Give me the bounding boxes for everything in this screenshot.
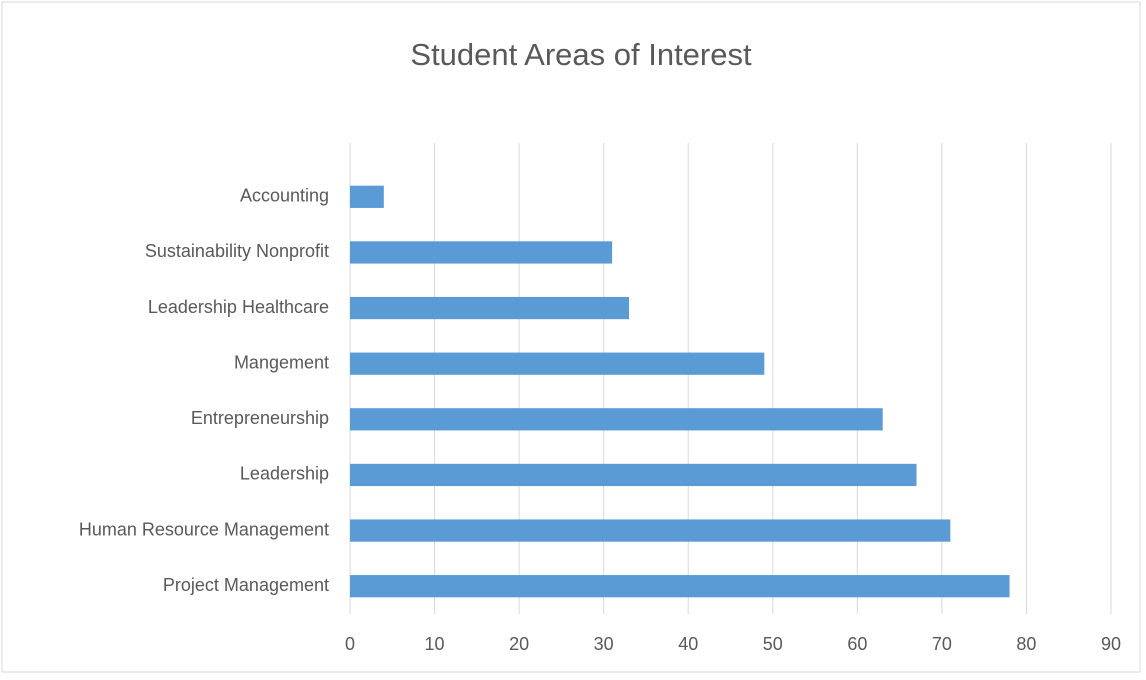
x-tick-label: 80 <box>1016 634 1036 654</box>
y-tick-label: Leadership Healthcare <box>148 297 329 317</box>
bar <box>350 296 630 320</box>
chart-title: Student Areas of Interest <box>410 37 752 72</box>
y-tick-label: Mangement <box>234 352 329 372</box>
bar <box>350 408 883 431</box>
x-tick-label: 90 <box>1101 634 1121 654</box>
x-tick-label: 70 <box>932 634 952 654</box>
x-tick-label: 60 <box>847 634 867 654</box>
bar <box>350 241 613 264</box>
y-tick-label: Human Resource Management <box>79 519 329 539</box>
x-tick-label: 10 <box>425 634 445 654</box>
y-tick-label: Accounting <box>240 186 329 206</box>
bar <box>350 352 765 375</box>
x-tick-label: 40 <box>678 634 698 654</box>
x-tick-label: 30 <box>594 634 614 654</box>
y-tick-label: Leadership <box>240 464 329 484</box>
bar <box>350 185 384 208</box>
y-tick-label: Entrepreneurship <box>191 408 329 428</box>
x-tick-label: 50 <box>763 634 783 654</box>
bar <box>350 463 917 487</box>
x-tick-label: 20 <box>509 634 529 654</box>
y-tick-label: Project Management <box>163 575 329 595</box>
x-tick-label: 0 <box>345 634 355 654</box>
bar <box>350 575 1010 598</box>
bar <box>350 519 951 542</box>
y-tick-label: Sustainability Nonprofit <box>145 241 329 261</box>
